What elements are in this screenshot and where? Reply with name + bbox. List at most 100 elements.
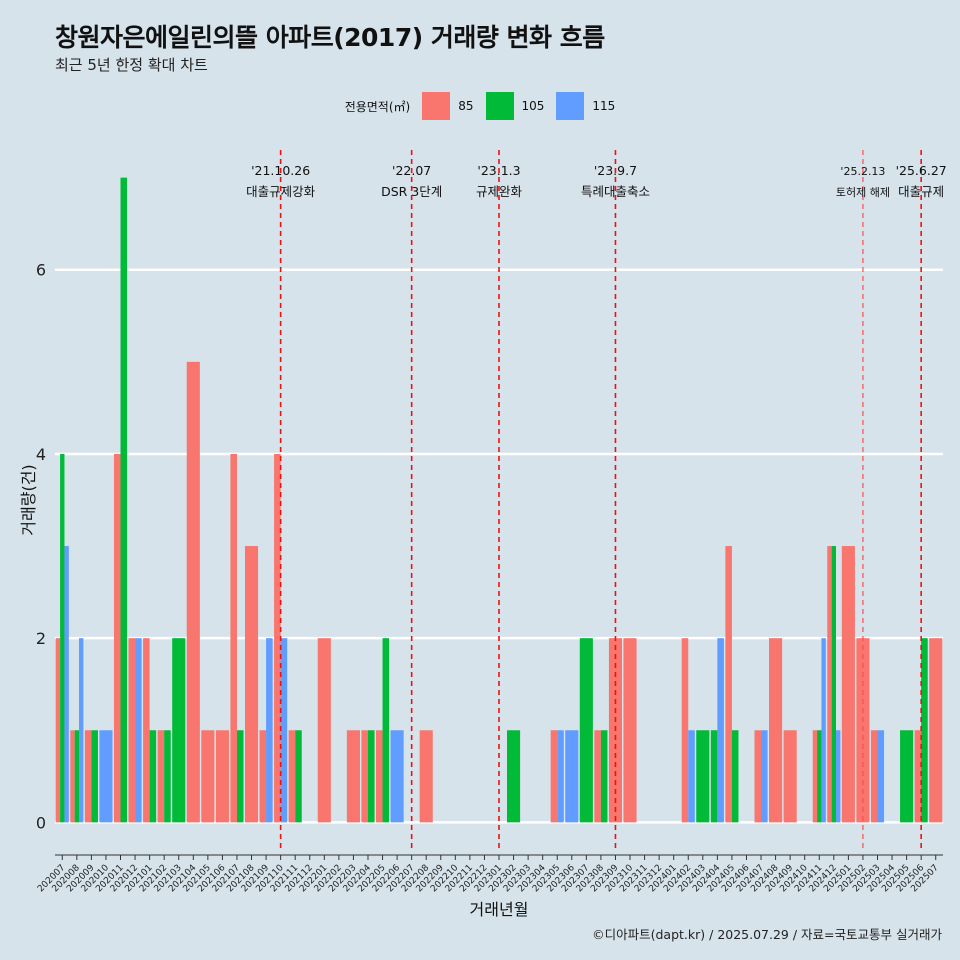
bar-105-202411: [817, 730, 822, 823]
source-credit: ©디아파트(dapt.kr) / 2025.07.29 / 자료=국토교통부 실…: [592, 927, 942, 942]
bar-115-202404: [717, 638, 724, 823]
chart-title: 창원자은에일린의뜰 아파트(2017) 거래량 변화 흐름: [55, 23, 605, 52]
legend-label-85: 85: [458, 99, 474, 113]
bar-105-202412: [831, 546, 837, 823]
event-label-202207: DSR 3단계: [381, 184, 442, 199]
bar-105-202302: [507, 730, 521, 823]
bar-85-202008: [70, 730, 75, 823]
bar-85-202308: [594, 730, 601, 823]
bar-115-202008: [79, 638, 84, 823]
bar-85-202408: [769, 638, 783, 823]
bar-85-202201: [317, 638, 331, 823]
bar-85-202503: [870, 730, 878, 823]
bar-105-202111: [295, 730, 302, 823]
bar-85-202107: [230, 453, 237, 823]
bar-105-202008: [74, 730, 80, 823]
event-label-202309: 특례대출축소: [581, 184, 650, 199]
bar-105-202205: [382, 638, 390, 823]
chart-subtitle: 최근 5년 한정 확대 차트: [55, 56, 208, 74]
event-date-202301: '23.1.3: [477, 163, 520, 178]
legend-item-115: 115: [556, 92, 615, 120]
legend-swatch-105: [485, 92, 514, 120]
legend-item-105: 105: [485, 92, 545, 120]
bar-115-202305: [557, 730, 564, 823]
bar-115-202109: [266, 638, 273, 823]
bar-105-202102: [164, 730, 171, 823]
bar-85-202011: [113, 453, 121, 823]
legend-label-115: 115: [592, 99, 616, 113]
bar-85-202009: [84, 730, 92, 823]
bar-85-202501: [841, 546, 855, 823]
bar-85-202007: [55, 638, 61, 823]
event-label-202502: 토허제 해제: [836, 185, 890, 199]
bar-105-202107: [236, 730, 244, 823]
bar-85-202310: [623, 638, 637, 823]
bar-105-202405: [731, 730, 739, 823]
bar-115-202411: [821, 638, 826, 823]
bar-105-202403: [696, 730, 710, 823]
bar-85-202110: [274, 453, 281, 823]
bar-115-202007: [64, 546, 69, 823]
bar-85-202106: [215, 730, 229, 823]
bar-105-202404: [710, 730, 718, 823]
bar-85-202407: [754, 730, 762, 823]
bar-115-202306: [565, 730, 579, 823]
bar-115-202012: [135, 638, 142, 823]
bar-85-202507: [929, 638, 943, 823]
bar-85-202109: [259, 730, 267, 823]
bar-85-202204: [361, 730, 368, 823]
legend-title: 전용면적(㎡): [344, 99, 411, 114]
event-label-202301: 규제완화: [476, 184, 523, 199]
bar-85-202101: [143, 638, 150, 823]
bar-85-202405: [725, 546, 732, 823]
bar-115-202206: [390, 730, 404, 823]
y-tick-label: 4: [36, 445, 46, 464]
bar-85-202203: [346, 730, 360, 823]
legend-swatch-85: [422, 92, 451, 120]
bar-85-202412: [827, 546, 832, 823]
bar-105-202103: [172, 638, 186, 823]
legend-item-85: 85: [422, 92, 474, 120]
event-date-202207: '22.07: [392, 163, 431, 178]
legend-swatch-115: [556, 92, 585, 120]
bar-85-202012: [128, 638, 136, 823]
bar-85-202104: [186, 361, 200, 823]
bar-85-202111: [288, 730, 296, 823]
bar-85-202105: [201, 730, 215, 823]
event-date-202309: '23.9.7: [594, 163, 637, 178]
event-date-202506: '25.6.27: [896, 163, 947, 178]
y-tick-label: 2: [36, 629, 46, 648]
bar-85-202402: [681, 638, 689, 823]
bar-115-202402: [688, 730, 695, 823]
bar-85-202205: [375, 730, 383, 823]
bar-105-202505: [900, 730, 914, 823]
bar-115-202407: [761, 730, 768, 823]
y-tick-label: 6: [36, 261, 46, 280]
bar-115-202110: [280, 638, 288, 823]
bar-85-202305: [550, 730, 558, 823]
bar-105-202506: [921, 638, 928, 823]
bar-105-202101: [149, 730, 157, 823]
bar-85-202506: [914, 730, 922, 823]
bar-105-202204: [367, 730, 375, 823]
x-axis-title: 거래년월: [470, 900, 529, 919]
bar-85-202411: [812, 730, 818, 823]
bar-105-202009: [91, 730, 98, 823]
event-date-202110: '21.10.26: [251, 163, 310, 178]
y-tick-label: 0: [36, 813, 46, 832]
bar-105-202011: [120, 177, 128, 823]
bar-115-202503: [877, 730, 885, 823]
legend: 전용면적(㎡) 85 105 115: [0, 92, 960, 120]
event-label-202506: 대출규제: [898, 184, 944, 199]
bar-115-202412: [836, 730, 841, 823]
bar-105-202308: [600, 730, 608, 823]
bar-85-202108: [244, 546, 259, 823]
bar-85-202409: [783, 730, 797, 823]
legend-label-105: 105: [521, 99, 545, 113]
bar-105-202307: [579, 638, 593, 823]
bar-105-202007: [60, 453, 65, 823]
bar-85-202208: [419, 730, 433, 823]
event-label-202110: 대출규제강화: [246, 184, 316, 199]
bar-85-202102: [157, 730, 165, 823]
